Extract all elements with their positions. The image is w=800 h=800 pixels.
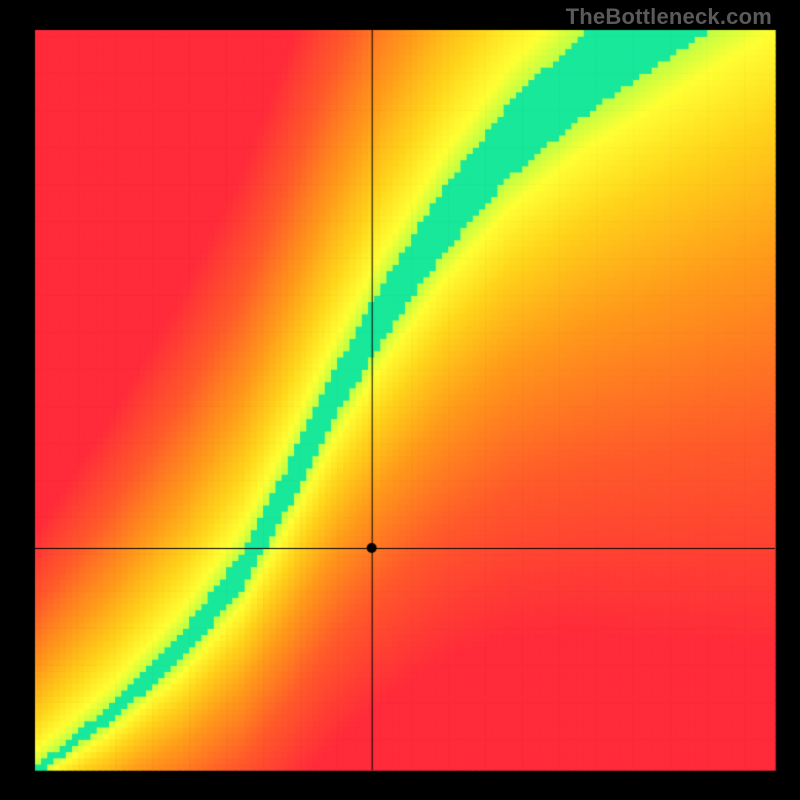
- bottleneck-heatmap: [0, 0, 800, 800]
- chart-root: TheBottleneck.com: [0, 0, 800, 800]
- watermark-text: TheBottleneck.com: [566, 4, 772, 30]
